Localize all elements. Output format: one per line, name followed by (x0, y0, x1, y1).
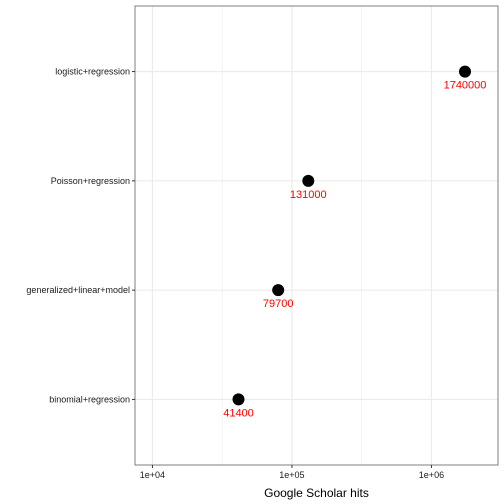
axes: 1e+04 1e+05 1e+06 binomial+regression genera… (26, 67, 444, 480)
x-tick-label: 1e+05 (279, 470, 304, 480)
y-tick-label: logistic+regression (55, 67, 130, 77)
y-tick-label: generalized+linear+model (26, 285, 130, 295)
data-point (272, 284, 285, 297)
y-tick-label: binomial+regression (49, 394, 130, 404)
data-label: 131000 (290, 189, 327, 201)
data-point (232, 393, 245, 406)
data-label: 1740000 (444, 80, 487, 92)
data-point (302, 174, 315, 187)
y-tick-label: Poisson+regression (51, 176, 130, 186)
grid-lines (135, 6, 498, 465)
x-tick-label: 1e+06 (419, 470, 444, 480)
plot-panel (134, 5, 499, 466)
data-point (458, 65, 471, 78)
data-label: 41400 (223, 407, 254, 419)
data-points: 41400 79700 131000 1740000 (223, 65, 487, 419)
x-axis-title: Google Scholar hits (264, 486, 369, 500)
x-tick-label: 1e+04 (140, 470, 165, 480)
data-label: 79700 (263, 298, 294, 310)
